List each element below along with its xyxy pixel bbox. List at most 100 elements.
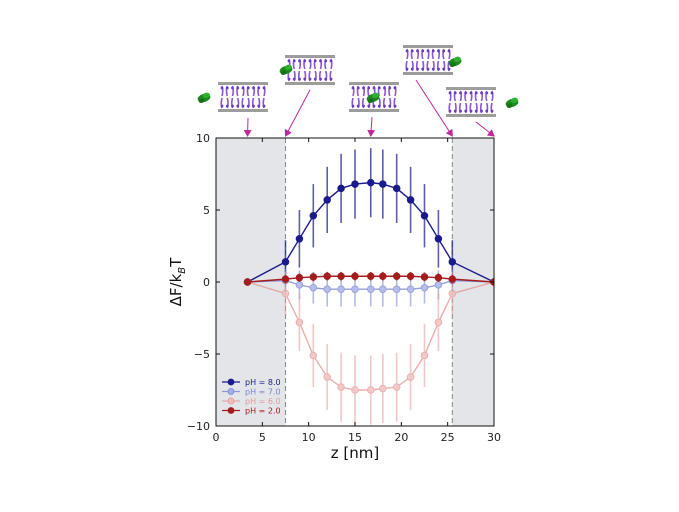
- y-axis-label: ΔF/kBT: [167, 257, 188, 307]
- lipid-head: [367, 86, 371, 90]
- lipid-head: [292, 77, 296, 81]
- lipid-head: [437, 67, 440, 71]
- lipid-head: [351, 104, 355, 108]
- legend-label: pH = 8.0: [245, 378, 281, 387]
- data-point: [309, 273, 318, 281]
- lipid-head: [257, 104, 261, 108]
- data-point: [420, 273, 429, 281]
- lipid-head: [416, 49, 419, 53]
- lipid-head: [426, 67, 430, 71]
- y-tick-label: 0: [203, 276, 210, 289]
- membrane-bottom-leaflet: [285, 82, 335, 85]
- lipid-head: [262, 86, 266, 90]
- lipid-head: [303, 77, 307, 81]
- lipid-head: [442, 67, 446, 71]
- lipid-head: [319, 59, 322, 63]
- lipid-head: [313, 77, 317, 81]
- data-point: [392, 272, 401, 280]
- membrane-bottom-leaflet: [403, 72, 453, 75]
- lipid-head: [464, 109, 468, 113]
- lipid-head: [377, 86, 381, 90]
- lipid-head: [303, 59, 307, 63]
- data-point: [379, 285, 387, 293]
- position-arrow: [415, 79, 453, 137]
- lipid-head: [480, 109, 483, 113]
- lipid-head: [447, 67, 451, 71]
- lipid-head: [474, 109, 478, 113]
- lipid-head: [362, 86, 365, 90]
- lipid-head: [362, 104, 365, 108]
- data-point: [309, 212, 318, 220]
- peptide-icon: [197, 92, 211, 103]
- series-2: [243, 271, 494, 425]
- lipid-head: [329, 59, 333, 63]
- data-point: [295, 281, 304, 289]
- peptide-icon: [279, 64, 293, 75]
- legend-marker: [227, 388, 235, 395]
- data-point: [337, 184, 345, 193]
- data-point: [379, 384, 387, 393]
- lipid-head: [225, 104, 229, 108]
- lipid-head: [474, 91, 478, 95]
- lipid-head: [298, 59, 301, 63]
- lipid-head: [367, 104, 371, 108]
- lipid-head: [308, 77, 312, 81]
- lipid-head: [469, 109, 473, 113]
- data-point: [337, 285, 345, 293]
- lipid-head: [469, 91, 473, 95]
- lipid-head: [453, 109, 457, 113]
- x-tick-label: 30: [487, 431, 501, 444]
- x-axis-label: z [nm]: [331, 444, 379, 462]
- data-point: [323, 272, 331, 280]
- data-point: [337, 383, 345, 391]
- data-point: [420, 284, 429, 292]
- lipid-head: [372, 104, 376, 108]
- data-point: [392, 184, 401, 193]
- lipid-head: [480, 91, 483, 95]
- x-tick-label: 5: [259, 431, 266, 444]
- data-point: [448, 275, 457, 283]
- axis-ticks: 0 5 10 15 20 25 30 −10 −5 0 5 10: [187, 132, 501, 444]
- legend-label: pH = 6.0: [245, 397, 281, 406]
- lipid-head: [490, 109, 494, 113]
- data-point: [367, 386, 375, 394]
- y-axis-label-main: ΔF/k: [167, 273, 185, 306]
- data-point: [367, 178, 375, 187]
- data-point: [448, 289, 457, 298]
- lipid-head: [448, 109, 452, 113]
- membrane-top-leaflet: [285, 55, 335, 58]
- peptide-icon: [448, 56, 462, 67]
- legend-marker: [227, 397, 235, 405]
- membrane-schematic-3: [403, 45, 462, 75]
- lipid-head: [388, 104, 392, 108]
- lipid-head: [431, 49, 435, 53]
- data-point: [323, 196, 331, 204]
- lipid-head: [485, 109, 489, 113]
- data-point: [379, 180, 387, 188]
- data-point: [337, 272, 345, 280]
- data-point: [406, 285, 415, 293]
- data-point: [434, 273, 443, 282]
- data-point: [281, 258, 290, 266]
- data-point: [323, 285, 331, 293]
- lipid-head: [324, 77, 328, 81]
- y-tick-label: −5: [194, 348, 210, 361]
- lipid-head: [393, 86, 397, 90]
- y-tick-label: 5: [203, 204, 210, 217]
- data-point: [379, 272, 387, 280]
- lipid-head: [252, 104, 255, 108]
- data-point: [406, 272, 415, 280]
- lipid-head: [225, 86, 229, 90]
- lipid-head: [377, 104, 381, 108]
- lipid-head: [252, 86, 255, 90]
- data-point: [367, 272, 375, 280]
- lipid-head: [393, 104, 397, 108]
- position-arrow: [475, 121, 495, 137]
- lipid-head: [351, 86, 355, 90]
- lipid-head: [231, 104, 234, 108]
- peptide-lobe: [453, 56, 461, 62]
- lipid-head: [356, 104, 360, 108]
- data-point: [281, 275, 290, 283]
- lipid-head: [241, 86, 245, 90]
- data-point: [295, 318, 304, 327]
